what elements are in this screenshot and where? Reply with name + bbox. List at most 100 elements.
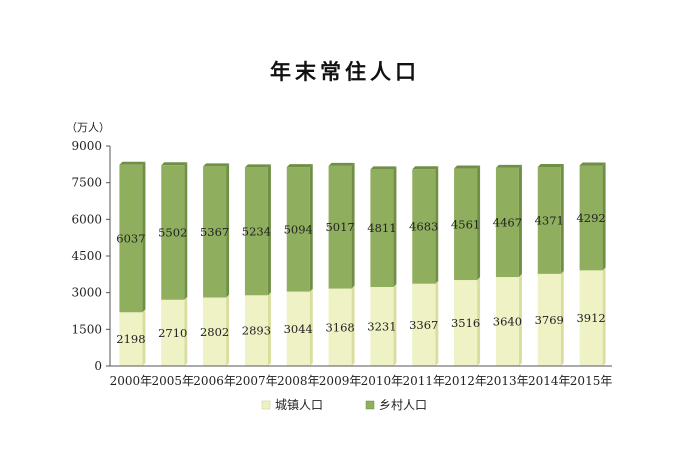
data-label: 4292 [576, 211, 605, 225]
bar-side-face [393, 284, 397, 366]
bar-rural-2015年 [579, 165, 603, 271]
bar-top-face [579, 162, 606, 166]
bar-urban-2010年 [370, 287, 394, 366]
data-label: 4683 [409, 219, 438, 233]
bar-top-face [412, 166, 439, 170]
bar-rural-2009年 [328, 165, 352, 289]
data-label: 4467 [493, 215, 522, 229]
bar-urban-2008年 [286, 291, 310, 366]
data-label: 4371 [535, 213, 564, 227]
bar-top-face [537, 164, 564, 168]
data-label: 3516 [451, 316, 480, 330]
legend-swatch [365, 400, 375, 410]
x-tick-label: 2014年 [528, 374, 571, 388]
x-tick-label: 2005年 [151, 374, 194, 388]
bar-series-group: 2198 6037 2710 5502 2802 5367 2893 5234 3044 5094… [116, 161, 606, 366]
bar-top-face [203, 163, 230, 167]
data-label: 2198 [116, 332, 145, 346]
bar-urban-2000年 [119, 312, 143, 366]
bar-urban-2013年 [495, 277, 519, 366]
bar-side-face [184, 162, 188, 300]
bar-rural-2005年 [161, 165, 185, 300]
bar-side-face [518, 164, 522, 278]
data-label: 3044 [284, 322, 313, 336]
y-tick-label: 9000 [71, 139, 102, 153]
data-label: 2710 [158, 326, 187, 340]
bar-side-face [560, 164, 564, 274]
data-label: 5234 [242, 224, 271, 238]
bar-side-face [477, 165, 481, 281]
bar-side-face [351, 285, 355, 366]
data-label: 3912 [576, 311, 605, 325]
x-tick-label: 2009年 [319, 374, 362, 388]
bar-side-face [309, 164, 313, 292]
bar-side-face [560, 270, 564, 366]
bar-top-face [119, 161, 146, 165]
data-label: 4561 [451, 217, 480, 231]
bar-side-face [142, 309, 146, 366]
bar-side-face [184, 296, 188, 366]
data-label: 3640 [493, 315, 522, 329]
x-tick-label: 2015年 [570, 374, 613, 388]
bar-side-face [267, 164, 271, 296]
data-label: 3168 [325, 320, 354, 334]
x-tick-label: 2010年 [361, 374, 404, 388]
bar-side-face [226, 294, 230, 366]
bar-urban-2014年 [537, 273, 561, 366]
data-label: 3231 [367, 320, 396, 334]
bar-side-face [602, 162, 606, 271]
y-tick-label: 4500 [71, 249, 102, 263]
y-tick-label: 0 [94, 359, 102, 373]
data-label: 5017 [325, 220, 354, 234]
bar-top-face [286, 164, 313, 168]
bar-side-face [267, 292, 271, 366]
bar-urban-2011年 [412, 283, 436, 366]
bar-side-face [435, 280, 439, 366]
bar-rural-2006年 [203, 166, 227, 298]
x-tick-label: 2013年 [486, 374, 529, 388]
bar-side-face [309, 288, 313, 366]
data-label: 5502 [158, 226, 187, 240]
data-label: 2802 [200, 325, 229, 339]
bar-rural-2014年 [537, 167, 561, 274]
legend-label: 城镇人口 [275, 398, 323, 412]
y-axis-unit-label: （万人） [66, 121, 110, 134]
bar-top-face [454, 165, 481, 169]
legend: 城镇人口 乡村人口 [261, 398, 427, 412]
legend-label: 乡村人口 [379, 398, 427, 412]
bar-rural-2013年 [495, 167, 519, 278]
bar-side-face [351, 162, 355, 289]
bar-urban-2005年 [161, 299, 185, 366]
bar-side-face [518, 274, 522, 366]
bar-urban-2012年 [454, 280, 478, 366]
bar-top-face [495, 164, 522, 168]
bar-rural-2007年 [244, 167, 268, 296]
data-label: 5367 [200, 225, 229, 239]
bar-side-face [602, 267, 606, 366]
y-axis: 0 1500 3000 4500 6000 7500 9000 [71, 139, 111, 373]
y-tick-label: 7500 [71, 176, 102, 190]
data-label: 4811 [367, 221, 396, 235]
bar-urban-2007年 [244, 295, 268, 366]
chart-title: 年末常住人口 [270, 59, 420, 84]
data-label: 2893 [242, 324, 271, 338]
bar-top-face [161, 162, 188, 166]
data-label: 6037 [116, 231, 145, 245]
bar-urban-2015年 [579, 270, 603, 366]
x-tick-label: 2000年 [110, 374, 153, 388]
data-label: 3367 [409, 318, 438, 332]
bar-side-face [226, 163, 230, 298]
bar-side-face [142, 161, 146, 313]
bar-rural-2010年 [370, 169, 394, 288]
bar-side-face [393, 166, 397, 288]
bar-side-face [435, 166, 439, 284]
x-tick-label: 2007年 [235, 374, 278, 388]
y-tick-label: 1500 [71, 322, 102, 336]
x-tick-label: 2008年 [277, 374, 320, 388]
bar-top-face [244, 164, 271, 168]
bar-urban-2009年 [328, 288, 352, 366]
data-label: 3769 [535, 313, 564, 327]
y-tick-label: 3000 [71, 286, 102, 300]
bar-rural-2008年 [286, 167, 310, 292]
x-tick-label: 2011年 [402, 374, 445, 388]
